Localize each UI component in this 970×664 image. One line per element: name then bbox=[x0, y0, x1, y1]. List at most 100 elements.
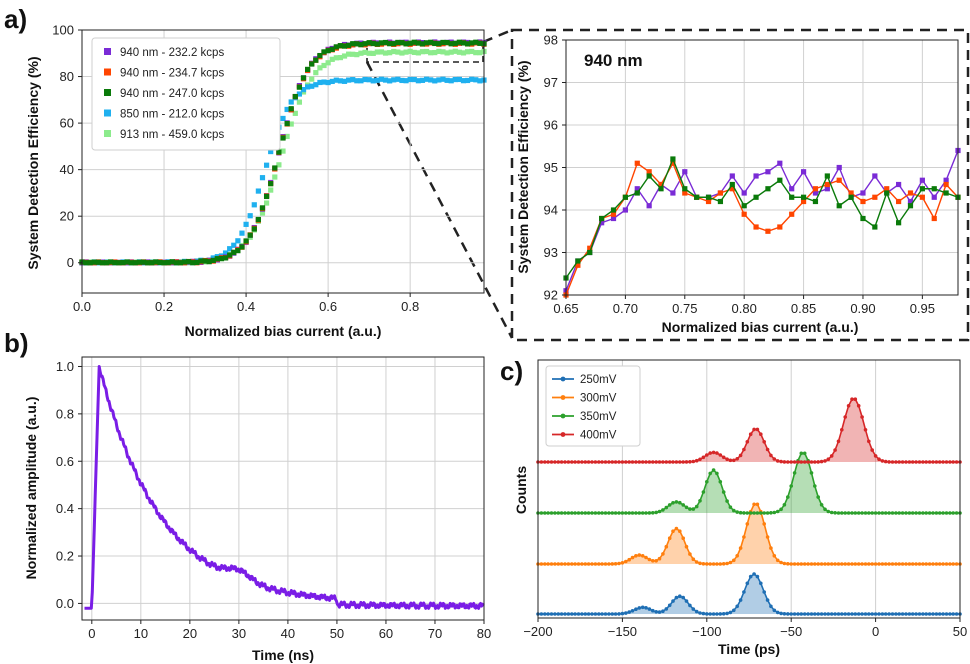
data-point bbox=[590, 612, 594, 616]
data-point bbox=[218, 255, 225, 262]
data-point bbox=[670, 190, 676, 196]
x-tick-label: 0.75 bbox=[672, 301, 697, 316]
data-point bbox=[917, 612, 922, 616]
data-point bbox=[263, 162, 270, 168]
data-point bbox=[460, 78, 467, 84]
data-point bbox=[843, 511, 847, 515]
data-point bbox=[272, 165, 278, 171]
data-point bbox=[280, 135, 286, 141]
data-point bbox=[884, 190, 890, 196]
data-point bbox=[789, 612, 793, 616]
histogram-series-350mv bbox=[536, 451, 962, 515]
data-point bbox=[296, 91, 303, 97]
data-point bbox=[684, 505, 689, 510]
data-point bbox=[877, 457, 881, 462]
y-tick-label: 93 bbox=[544, 245, 558, 260]
histogram-fill bbox=[538, 399, 960, 462]
data-point bbox=[813, 562, 817, 566]
data-point bbox=[919, 186, 925, 192]
data-point bbox=[728, 560, 733, 565]
data-point bbox=[378, 40, 385, 46]
data-point bbox=[782, 561, 787, 566]
legend-label: 850 nm - 212.0 kcps bbox=[120, 109, 224, 121]
data-point bbox=[914, 562, 918, 566]
data-point bbox=[640, 460, 645, 464]
data-point bbox=[460, 40, 467, 46]
legend-marker bbox=[560, 376, 566, 382]
data-point bbox=[337, 54, 344, 61]
x-tick-label: 60 bbox=[379, 626, 393, 641]
data-point bbox=[701, 455, 706, 460]
data-point bbox=[819, 612, 824, 616]
data-point bbox=[325, 48, 331, 54]
data-point bbox=[661, 552, 665, 556]
data-point bbox=[765, 598, 770, 602]
data-point bbox=[678, 500, 682, 505]
data-point bbox=[840, 428, 844, 432]
data-point bbox=[860, 415, 864, 419]
data-point bbox=[789, 194, 795, 200]
x-tick-label: 10 bbox=[134, 626, 148, 641]
data-point bbox=[586, 460, 591, 464]
data-point bbox=[715, 451, 719, 455]
data-point bbox=[620, 611, 625, 616]
data-point bbox=[600, 562, 604, 566]
data-point bbox=[378, 76, 385, 82]
data-point bbox=[186, 259, 192, 265]
data-point bbox=[883, 562, 888, 566]
data-point bbox=[646, 169, 652, 175]
data-point bbox=[580, 562, 584, 566]
legend-marker bbox=[104, 48, 111, 55]
histogram-fill bbox=[538, 504, 960, 564]
data-point bbox=[678, 594, 682, 598]
data-point bbox=[954, 460, 959, 464]
data-point bbox=[856, 612, 861, 616]
legend-box bbox=[91, 37, 281, 151]
data-point bbox=[806, 460, 810, 464]
data-point bbox=[654, 559, 658, 563]
data-point bbox=[313, 82, 319, 88]
data-point bbox=[354, 41, 360, 47]
data-point bbox=[829, 562, 834, 566]
data-point bbox=[921, 511, 925, 515]
data-point bbox=[165, 260, 171, 266]
data-point bbox=[610, 562, 615, 566]
data-point bbox=[646, 203, 652, 209]
data-point bbox=[637, 460, 642, 464]
panel-b-ylabel: Normalized amplitude (a.u.) bbox=[23, 397, 39, 580]
data-point bbox=[671, 529, 675, 533]
data-point bbox=[904, 612, 908, 616]
data-point bbox=[644, 511, 648, 515]
data-point bbox=[856, 404, 861, 408]
data-point bbox=[872, 224, 878, 230]
data-point bbox=[664, 544, 669, 549]
zoom-line-bottom bbox=[365, 61, 514, 339]
legend-marker bbox=[104, 68, 111, 76]
data-point bbox=[775, 610, 780, 615]
data-point bbox=[705, 198, 712, 205]
data-point bbox=[943, 190, 949, 196]
data-point bbox=[694, 560, 699, 564]
data-point bbox=[762, 440, 766, 444]
x-tick-label: 40 bbox=[281, 626, 295, 641]
data-point bbox=[941, 612, 945, 616]
data-point bbox=[840, 612, 844, 616]
data-point bbox=[630, 609, 635, 613]
data-point bbox=[890, 460, 895, 464]
data-point bbox=[753, 224, 759, 230]
data-point bbox=[284, 106, 290, 113]
data-point bbox=[924, 460, 928, 464]
data-point bbox=[948, 612, 952, 616]
panel-b-chart: 0 10 20 30 40 50 60 70 80 0.0 0.2 0.4 0.6 0.8 1.0 Time… bbox=[23, 356, 491, 663]
data-point bbox=[786, 612, 790, 616]
data-point bbox=[573, 562, 577, 566]
inset-plot-frame bbox=[565, 39, 959, 296]
data-point bbox=[637, 606, 642, 610]
data-point bbox=[346, 51, 352, 57]
data-point bbox=[809, 460, 814, 464]
data-point bbox=[358, 50, 364, 56]
data-point bbox=[627, 557, 631, 562]
data-point bbox=[374, 41, 380, 47]
data-point bbox=[268, 148, 274, 155]
data-point bbox=[570, 460, 574, 464]
